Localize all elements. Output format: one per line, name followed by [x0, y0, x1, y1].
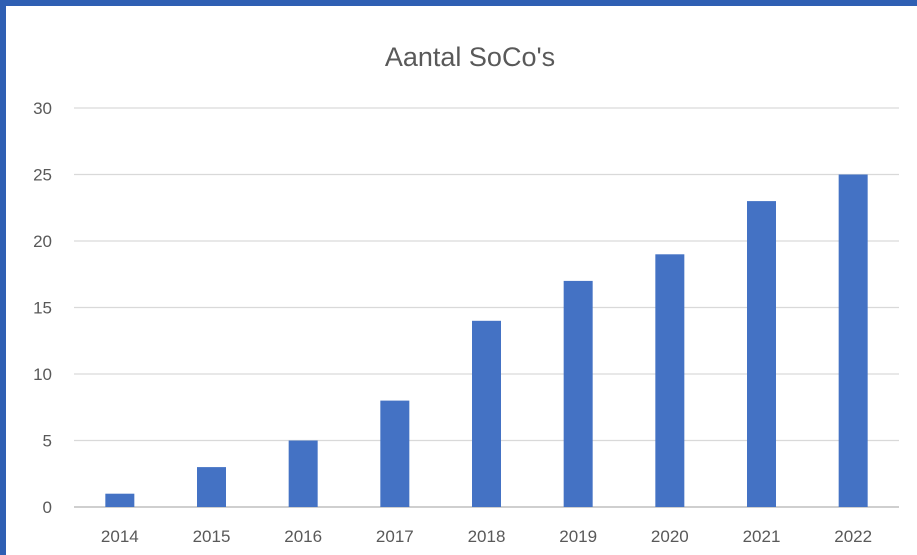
y-tick-label: 20 [33, 232, 52, 251]
y-axis: 0 5 10 15 20 25 30 [33, 99, 52, 517]
bar-2022 [838, 174, 868, 507]
bar-2015 [197, 467, 226, 507]
bar-2017 [380, 400, 410, 507]
bar-2018 [472, 320, 501, 507]
y-tick-label: 5 [43, 432, 52, 451]
x-tick-label: 2018 [468, 527, 506, 546]
x-tick-label: 2017 [376, 527, 414, 546]
bar-2019 [563, 280, 593, 507]
x-tick-label: 2015 [193, 527, 231, 546]
bar-2020 [655, 254, 685, 507]
y-tick-label: 15 [33, 299, 52, 318]
bar-2021 [747, 201, 776, 507]
x-tick-label: 2014 [101, 527, 139, 546]
bar-2016 [288, 440, 318, 507]
x-tick-label: 2020 [651, 527, 689, 546]
y-tick-label: 10 [33, 365, 52, 384]
y-tick-label: 30 [33, 99, 52, 118]
x-tick-label: 2016 [284, 527, 322, 546]
y-tick-label: 0 [43, 498, 52, 517]
x-axis: 2014 2015 2016 2017 2018 2019 2020 2021 2022 [101, 527, 872, 546]
x-tick-label: 2022 [834, 527, 872, 546]
chart-title: Aantal SoCo's [385, 42, 555, 72]
bar-2014 [105, 493, 135, 507]
y-tick-label: 25 [33, 166, 52, 185]
bars [105, 174, 868, 507]
x-tick-label: 2019 [559, 527, 597, 546]
x-tick-label: 2021 [743, 527, 781, 546]
